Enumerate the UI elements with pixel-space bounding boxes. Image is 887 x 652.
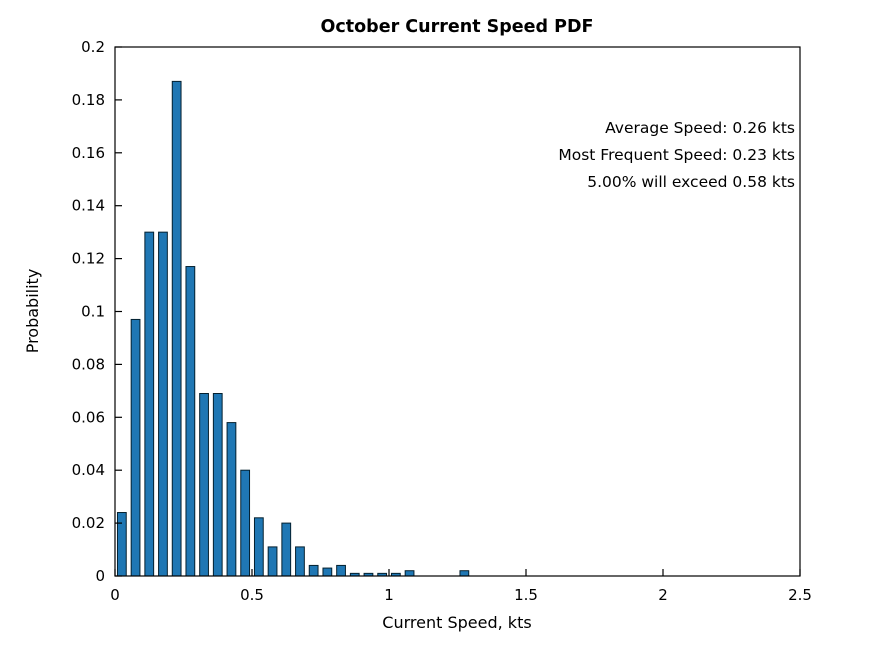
axes-group xyxy=(114,46,801,577)
histogram-bar xyxy=(336,564,346,577)
y-tick-label: 0.16 xyxy=(72,144,105,162)
y-tick-label: 0 xyxy=(95,567,105,585)
y-tick-label: 0.18 xyxy=(72,91,105,109)
histogram-bar xyxy=(459,570,470,577)
y-tick-label: 0.12 xyxy=(72,250,105,268)
y-tick-label: 0.14 xyxy=(72,197,105,215)
y-tick-label: 0.1 xyxy=(81,303,105,321)
histogram-bar xyxy=(322,567,333,577)
histogram-bar xyxy=(267,546,278,577)
histogram-bar xyxy=(199,393,209,577)
tick-labels-group: 0 0.5 1 1.5 2 2.5 0 0.02 0.04 0.06 0.08 0.1 0.12 0.14… xyxy=(72,38,812,604)
annotation-most-frequent-speed: Most Frequent Speed: 0.23 kts xyxy=(558,146,795,164)
y-tick-label: 0.04 xyxy=(72,461,105,479)
histogram-bar xyxy=(240,469,251,577)
x-tick-label: 0 xyxy=(110,586,120,604)
bars-group xyxy=(116,80,470,577)
x-tick-label: 0.5 xyxy=(240,586,264,604)
histogram-bar xyxy=(212,393,223,577)
y-tick-label: 0.08 xyxy=(72,355,105,373)
histogram-bar xyxy=(226,422,237,577)
histogram-bar xyxy=(158,231,168,577)
x-tick-label: 1 xyxy=(384,586,394,604)
histogram-bar xyxy=(116,512,127,577)
annotation-average-speed: Average Speed: 0.26 kts xyxy=(605,119,795,137)
y-tick-label: 0.02 xyxy=(72,514,105,532)
y-tick-label: 0.06 xyxy=(72,408,105,426)
x-tick-label: 1.5 xyxy=(514,586,538,604)
histogram-bar xyxy=(281,522,292,577)
histogram-bar xyxy=(144,231,155,577)
x-tick-label: 2.5 xyxy=(788,586,812,604)
histogram-bar xyxy=(130,318,141,577)
histogram-bar xyxy=(308,564,319,577)
y-tick-label: 0.2 xyxy=(81,38,105,56)
chart-title: October Current Speed PDF xyxy=(321,17,594,37)
histogram-bar xyxy=(404,570,415,577)
annotation-exceedance-speed: 5.00% will exceed 0.58 kts xyxy=(587,173,795,191)
y-axis-label: Probability xyxy=(23,269,42,354)
x-axis-label: Current Speed, kts xyxy=(382,613,531,632)
histogram-bar xyxy=(253,517,264,577)
histogram-bar xyxy=(171,80,182,577)
x-tick-label: 2 xyxy=(658,586,668,604)
histogram-bar xyxy=(185,266,196,577)
histogram-bar xyxy=(295,546,305,577)
